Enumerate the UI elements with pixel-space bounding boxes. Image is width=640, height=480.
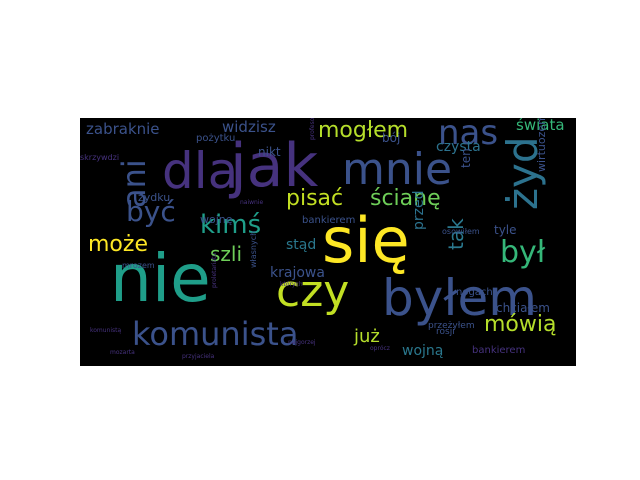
word: ten [459, 148, 473, 168]
word: nogach [456, 287, 493, 298]
word: nikt [258, 145, 281, 159]
word: przyjaciela [182, 353, 215, 360]
word: widzisz [222, 118, 276, 136]
word: kimś [200, 210, 262, 240]
word: komunista [132, 315, 299, 353]
word: mozarta [110, 349, 135, 356]
word: osowiłem [442, 227, 480, 236]
word: rosji [436, 327, 455, 337]
word: być [126, 195, 176, 228]
word: mnie [342, 144, 453, 195]
word: których [280, 281, 303, 288]
word: się [322, 204, 410, 277]
word: bankierem [302, 215, 356, 226]
word: krajowa [270, 265, 325, 281]
word: wirtuozem [535, 118, 548, 172]
word: świata [516, 118, 565, 134]
word: skrzywdzi [80, 153, 120, 162]
word: wojną [402, 343, 444, 359]
word: ścianę [370, 186, 441, 211]
word: tyle [494, 223, 517, 237]
word: naiwnie [240, 199, 264, 206]
word-cloud-image: nie jak się byłem dla czy mnie żyd komunista nas b… [80, 118, 576, 366]
word: własnych [249, 230, 258, 268]
word: był [500, 235, 546, 270]
word: przed [411, 190, 427, 231]
word: mówią [484, 312, 557, 337]
word: mogłem [318, 118, 409, 143]
word: bankierem [472, 345, 526, 356]
word: przeżyłem [428, 321, 475, 331]
word: czysta [436, 139, 481, 155]
word: szli [210, 242, 243, 266]
word: jak [230, 131, 319, 201]
word: chciałem [496, 301, 550, 315]
word: stąd [286, 237, 317, 253]
word: nie [110, 240, 211, 317]
word: byłem [382, 269, 538, 327]
word: mrozem [122, 261, 155, 270]
word: najgorzej [288, 339, 316, 346]
word: pożytku [196, 133, 236, 144]
word: proletariatu [211, 252, 218, 288]
word: nas [438, 118, 499, 153]
word: komunistą [90, 327, 122, 334]
word: już [354, 326, 380, 347]
word: może [88, 232, 148, 257]
word: pisać [286, 186, 344, 211]
word: profesorem [309, 118, 316, 140]
word: czy [276, 266, 350, 317]
word: wojnę [200, 213, 233, 226]
word: żydku [138, 191, 171, 204]
word: oprócz [370, 345, 390, 352]
word: dla [162, 142, 239, 200]
word: bój [382, 131, 401, 145]
word: zabraknie [86, 120, 160, 138]
